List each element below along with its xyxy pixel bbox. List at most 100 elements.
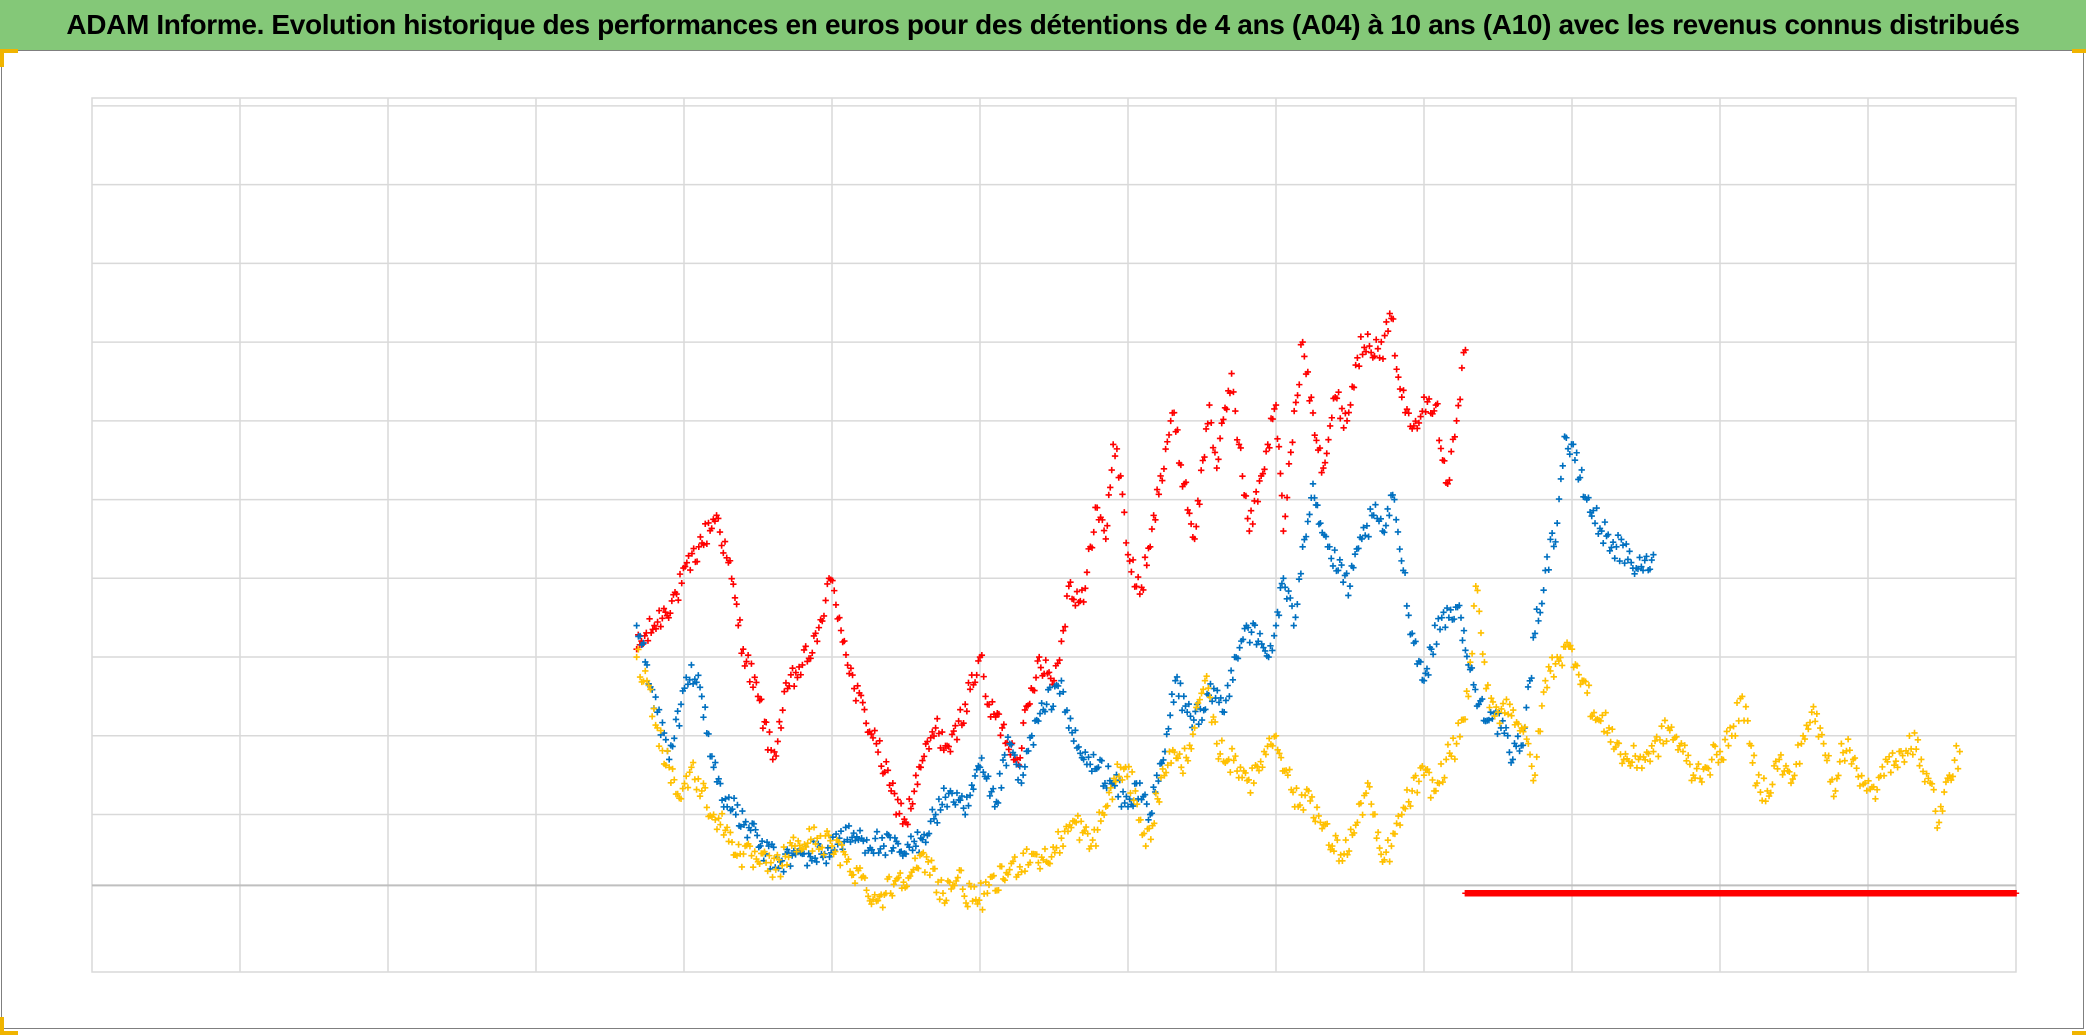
data-point: [1391, 830, 1399, 838]
data-point: [966, 792, 974, 799]
data-point: [877, 845, 884, 853]
data-point: [1165, 725, 1172, 732]
data-point: [943, 897, 950, 904]
data-point: [1250, 779, 1257, 787]
data-point: [1623, 540, 1630, 548]
data-point: [1167, 759, 1175, 767]
data-point: [1186, 742, 1193, 749]
data-point: [1237, 444, 1244, 452]
data-point: [664, 747, 671, 755]
data-point: [1638, 563, 1645, 570]
data-point: [793, 848, 800, 855]
data-point: [769, 873, 776, 881]
data-point: [716, 528, 724, 536]
data-point: [1851, 754, 1859, 762]
data-point: [856, 864, 864, 872]
data-point: [1182, 479, 1190, 486]
data-point: [837, 828, 845, 835]
data-point: [1112, 778, 1119, 785]
data-point: [1462, 346, 1469, 354]
data-point: [1355, 363, 1363, 370]
data-point: [1377, 851, 1385, 858]
data-point: [1364, 779, 1371, 787]
data-point: [1272, 401, 1280, 409]
data-point: [1777, 751, 1785, 759]
data-point: [1176, 750, 1183, 758]
data-point: [1611, 555, 1618, 562]
data-point: [1688, 777, 1695, 784]
data-point: [1355, 545, 1362, 552]
data-point: [1683, 757, 1690, 764]
data-point: [1485, 716, 1493, 724]
data-point: [636, 632, 644, 640]
data-point: [1384, 505, 1391, 513]
resize-handle-top-left[interactable]: [0, 49, 18, 67]
data-point: [1129, 556, 1137, 564]
data-point: [1178, 707, 1186, 714]
data-point: [1381, 332, 1388, 339]
data-point: [1491, 712, 1498, 720]
data-point: [1542, 677, 1549, 684]
data-point: [1260, 644, 1267, 651]
data-point: [758, 696, 765, 703]
data-point: [1338, 561, 1345, 569]
data-point: [1114, 761, 1121, 768]
data-point: [1630, 742, 1637, 749]
data-point: [1048, 706, 1055, 713]
data-point: [662, 608, 669, 616]
data-point: [933, 889, 940, 896]
data-point: [873, 740, 880, 747]
data-point: [842, 651, 850, 658]
data-point: [1494, 708, 1502, 716]
data-point: [915, 865, 922, 872]
data-point: [1425, 671, 1432, 679]
data-point: [1197, 467, 1205, 474]
data-point: [700, 541, 707, 549]
data-point: [1631, 570, 1638, 578]
data-point: [930, 815, 938, 822]
data-point: [1873, 786, 1881, 793]
data-point: [807, 836, 815, 843]
data-point: [1456, 396, 1464, 403]
data-point: [925, 858, 932, 865]
data-point: [1226, 693, 1233, 700]
data-point: [731, 594, 739, 602]
data-point: [1496, 710, 1503, 717]
data-point: [1913, 746, 1920, 753]
data-point: [1499, 700, 1507, 707]
data-point: [859, 699, 866, 706]
data-point: [1932, 808, 1939, 815]
data-point: [1570, 441, 1577, 448]
data-point: [729, 805, 736, 813]
data-point: [1090, 751, 1097, 758]
resize-handle-top-right[interactable]: [2072, 49, 2086, 67]
data-point: [764, 867, 771, 875]
data-point: [934, 819, 941, 827]
data-point: [1058, 677, 1065, 684]
data-point: [999, 724, 1006, 732]
data-point: [717, 780, 724, 787]
data-point: [1420, 394, 1428, 401]
data-point: [1934, 824, 1941, 832]
data-point: [1350, 564, 1357, 571]
data-point: [1077, 597, 1084, 605]
data-point: [743, 658, 750, 665]
data-point: [939, 890, 947, 897]
data-point: [749, 684, 757, 691]
data-point: [655, 706, 663, 713]
data-point: [1459, 637, 1466, 644]
data-point: [1285, 587, 1292, 595]
data-point: [657, 623, 664, 630]
data-point: [746, 843, 754, 850]
data-point: [1772, 758, 1780, 765]
data-point: [1892, 758, 1900, 765]
data-point: [805, 850, 812, 857]
data-point: [1082, 585, 1089, 592]
data-point: [740, 645, 747, 653]
data-point: [814, 638, 821, 645]
data-point: [1696, 775, 1704, 782]
data-point: [1373, 834, 1380, 842]
data-point: [1506, 749, 1513, 756]
data-point: [1218, 737, 1226, 744]
data-point: [1899, 752, 1906, 759]
